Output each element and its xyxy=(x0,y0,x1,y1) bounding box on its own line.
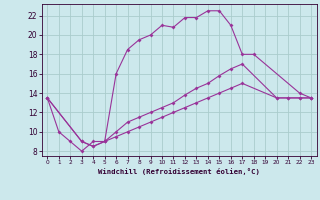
X-axis label: Windchill (Refroidissement éolien,°C): Windchill (Refroidissement éolien,°C) xyxy=(98,168,260,175)
